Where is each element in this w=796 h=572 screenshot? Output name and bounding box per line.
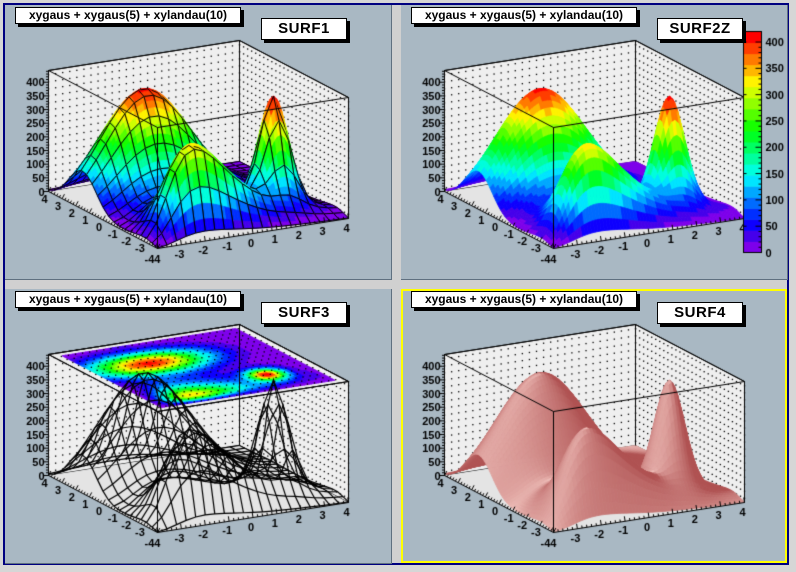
- pad-4-surf4[interactable]: xygaus + xygaus(5) + xylandau(10) SURF4: [401, 289, 787, 563]
- pad-3-surf3[interactable]: xygaus + xygaus(5) + xylandau(10) SURF3: [5, 289, 392, 564]
- function-title-text: xygaus + xygaus(5) + xylandau(10): [424, 292, 624, 306]
- surface-plot-surf1[interactable]: [5, 5, 391, 279]
- surf1-label-text: SURF1: [278, 20, 330, 37]
- surf2z-label-pave[interactable]: SURF2Z: [657, 18, 743, 40]
- function-title-pave[interactable]: xygaus + xygaus(5) + xylandau(10): [15, 7, 241, 24]
- function-title-text: xygaus + xygaus(5) + xylandau(10): [28, 292, 228, 306]
- surf4-label-text: SURF4: [674, 304, 726, 321]
- surface-plot-surf4[interactable]: [401, 289, 787, 563]
- surf4-label-pave[interactable]: SURF4: [657, 302, 743, 324]
- surf3-label-pave[interactable]: SURF3: [261, 302, 347, 324]
- surf3-label-text: SURF3: [278, 304, 330, 321]
- function-title-pave[interactable]: xygaus + xygaus(5) + xylandau(10): [411, 7, 637, 24]
- canvas-area: xygaus + xygaus(5) + xylandau(10) SURF1 …: [3, 3, 789, 565]
- function-title-text: xygaus + xygaus(5) + xylandau(10): [424, 8, 624, 22]
- surface-plot-surf2z[interactable]: [401, 5, 787, 279]
- function-title-pave[interactable]: xygaus + xygaus(5) + xylandau(10): [411, 291, 637, 308]
- function-title-text: xygaus + xygaus(5) + xylandau(10): [28, 8, 228, 22]
- function-title-pave[interactable]: xygaus + xygaus(5) + xylandau(10): [15, 291, 241, 308]
- surface-plot-surf3[interactable]: [5, 289, 391, 563]
- pad-1-surf1[interactable]: xygaus + xygaus(5) + xylandau(10) SURF1: [5, 5, 392, 280]
- surf1-label-pave[interactable]: SURF1: [261, 18, 347, 40]
- surf2z-label-text: SURF2Z: [669, 20, 731, 37]
- pad-2-surf2z[interactable]: xygaus + xygaus(5) + xylandau(10) SURF2Z: [401, 5, 788, 280]
